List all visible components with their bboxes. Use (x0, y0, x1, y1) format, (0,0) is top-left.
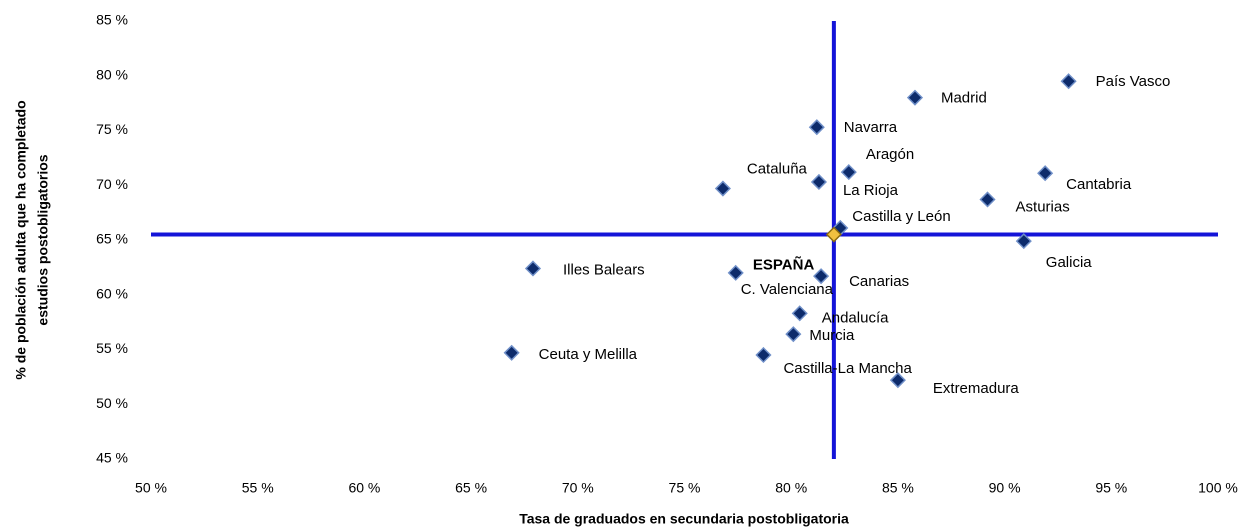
x-tick-label: 100 % (1198, 480, 1238, 496)
point (785, 326, 802, 343)
point (889, 372, 906, 389)
point-label: Andalucía (822, 309, 889, 326)
point-label: Navarra (844, 119, 898, 136)
point (810, 173, 828, 191)
x-tick-label: 50 % (135, 480, 167, 496)
x-tick-label: 55 % (242, 480, 274, 496)
point (840, 164, 857, 181)
point-label: Cataluña (747, 161, 808, 178)
y-axis-label: estudios postobligatorios (35, 154, 51, 325)
x-axis-label: Tasa de graduados en secundaria postobli… (519, 511, 849, 527)
x-tick-label: 75 % (669, 480, 701, 496)
y-tick-label: 85 % (96, 12, 128, 28)
point-label: Ceuta y Melilla (539, 346, 638, 363)
point-label: Asturias (1016, 198, 1070, 215)
x-tick-label: 85 % (882, 480, 914, 496)
point (727, 264, 744, 281)
x-tick-label: 90 % (989, 480, 1021, 496)
point-label: ESPAÑA (753, 255, 815, 273)
point-label: Canarias (849, 273, 909, 290)
point-label: Madrid (941, 90, 987, 107)
point (791, 305, 808, 322)
y-tick-label: 60 % (96, 285, 128, 301)
y-tick-label: 50 % (96, 395, 128, 411)
y-tick-label: 55 % (96, 340, 128, 356)
point-label: Castilla y León (852, 208, 950, 225)
point (714, 180, 731, 197)
point-label: Extremadura (933, 380, 1020, 397)
point (1037, 165, 1054, 182)
y-axis-label: % de población adulta que ha completado (13, 100, 29, 379)
point-label: Galicia (1046, 254, 1093, 271)
y-tick-label: 75 % (96, 121, 128, 137)
point (755, 346, 772, 364)
point-label: C. Valenciana (741, 281, 834, 298)
y-tick-label: 65 % (96, 231, 128, 247)
point-label: Cantabria (1066, 176, 1132, 193)
point-label: País Vasco (1096, 73, 1171, 90)
point-label: Murcia (809, 327, 855, 344)
y-tick-label: 80 % (96, 66, 128, 82)
x-tick-label: 65 % (455, 480, 487, 496)
y-tick-label: 45 % (96, 450, 128, 466)
point-label: La Rioja (843, 182, 899, 199)
point (1015, 233, 1032, 250)
x-tick-label: 95 % (1095, 480, 1127, 496)
x-tick-label: 80 % (775, 480, 807, 496)
point-label: Aragón (866, 146, 914, 163)
point (825, 226, 842, 243)
y-tick-label: 70 % (96, 176, 128, 192)
point (813, 268, 830, 285)
point-label: Castilla-La Mancha (783, 360, 912, 377)
point (1060, 73, 1077, 90)
point (503, 344, 520, 361)
x-tick-label: 70 % (562, 480, 594, 496)
point (808, 119, 825, 136)
point (979, 191, 996, 208)
point (906, 89, 924, 106)
point-label: Illes Balears (563, 261, 645, 278)
x-tick-label: 60 % (348, 480, 380, 496)
point (524, 260, 542, 277)
